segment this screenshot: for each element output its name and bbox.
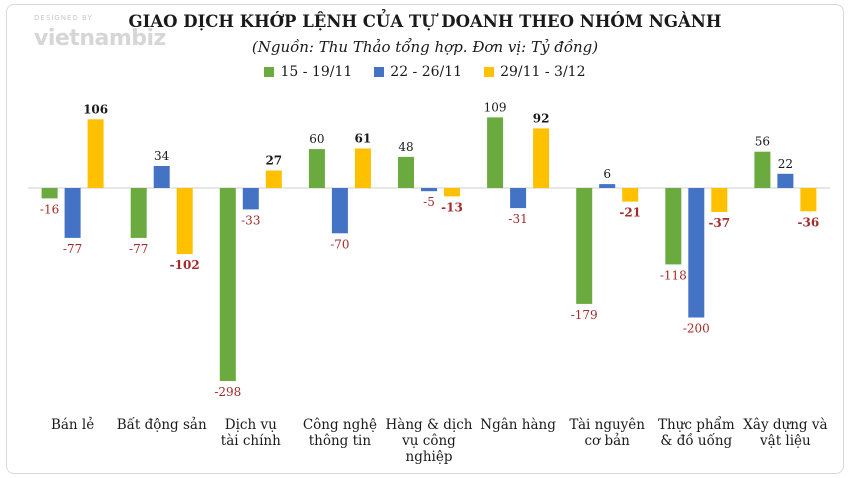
legend-label-series-2: 22 - 26/11 — [390, 64, 463, 80]
data-label-series-3-cat-1: 106 — [83, 102, 108, 116]
data-label-series-3-cat-9: -36 — [798, 215, 820, 229]
bar-series-3-cat-6 — [533, 128, 550, 188]
bar-series-2-cat-3 — [242, 188, 259, 210]
bar-series-3-cat-2 — [176, 188, 193, 255]
bar-series-2-cat-5 — [421, 188, 437, 192]
data-label-series-1-cat-4: 60 — [309, 132, 324, 146]
chart-title: GIAO DỊCH KHỚP LỆNH CỦA TỰ DOANH THEO NH… — [128, 12, 722, 31]
bar-series-1-cat-6 — [487, 117, 504, 188]
legend-swatch-series-3 — [484, 67, 495, 77]
data-label-series-3-cat-2: -102 — [170, 258, 200, 272]
data-label-series-3-cat-7: -21 — [619, 206, 641, 220]
bar-series-1-cat-9 — [754, 151, 771, 188]
bar-series-1-cat-3 — [219, 188, 236, 381]
category-label-2: Bất động sản — [116, 417, 207, 433]
data-label-series-1-cat-8: -118 — [660, 268, 687, 282]
data-label-series-1-cat-2: -77 — [129, 242, 148, 256]
data-label-series-3-cat-5: -13 — [441, 200, 463, 214]
vietnambiz-logo: DESIGNED BY vietnambiz — [18, 14, 168, 54]
legend-item-series-2: 22 - 26/11 — [374, 64, 462, 80]
data-label-series-2-cat-9: 22 — [778, 157, 793, 171]
bar-series-1-cat-8 — [665, 188, 682, 265]
legend-swatch-series-1 — [264, 67, 275, 77]
legend-label-series-1: 15 - 19/11 — [280, 64, 353, 80]
logo-tagline: DESIGNED BY — [34, 14, 93, 22]
data-label-series-1-cat-6: 109 — [484, 100, 507, 114]
legend-label-series-3: 29/11 - 3/12 — [500, 64, 586, 80]
data-label-series-2-cat-6: -31 — [508, 212, 527, 226]
data-label-series-2-cat-7: 6 — [603, 167, 611, 181]
data-label-series-3-cat-3: 27 — [265, 154, 282, 168]
data-label-series-3-cat-6: 92 — [533, 111, 550, 125]
chart-legend: 15 - 19/11 22 - 26/11 29/11 - 3/12 — [0, 64, 850, 80]
bar-series-2-cat-8 — [688, 188, 705, 318]
bar-series-1-cat-7 — [576, 188, 593, 304]
bar-series-3-cat-1 — [87, 119, 104, 188]
category-label-3: Dịch vụ tài chính — [220, 417, 281, 449]
bar-series-1-cat-4 — [308, 149, 325, 188]
bar-series-3-cat-4 — [354, 148, 371, 188]
data-label-series-1-cat-7: -179 — [571, 308, 598, 322]
bar-series-2-cat-6 — [510, 188, 527, 209]
category-label-6: Ngân hàng — [480, 417, 556, 433]
data-label-series-2-cat-8: -200 — [683, 322, 710, 336]
chart-subtitle: (Nguồn: Thu Thảo tổng hợp. Đơn vị: Tỷ đồ… — [251, 38, 599, 56]
bar-series-2-cat-9 — [777, 173, 794, 188]
data-label-series-2-cat-1: -77 — [63, 242, 82, 256]
bar-series-3-cat-9 — [800, 188, 817, 212]
bar-series-2-cat-7 — [599, 184, 616, 188]
bar-series-1-cat-2 — [130, 188, 147, 238]
chart-frame — [6, 4, 844, 474]
category-label-5: Hàng & dịch vụ công nghiệp — [385, 417, 473, 465]
bar-series-3-cat-3 — [265, 170, 282, 188]
data-label-series-1-cat-9: 56 — [755, 135, 770, 149]
logo-wordmark: vietnambiz — [34, 26, 166, 51]
bar-series-1-cat-5 — [398, 156, 414, 188]
bar-series-1-cat-1 — [41, 188, 58, 199]
category-label-9: Xây dựng và vật liệu — [743, 417, 828, 449]
bar-series-2-cat-1 — [64, 188, 81, 238]
data-label-series-2-cat-5: -5 — [423, 195, 435, 209]
data-label-series-3-cat-4: 61 — [355, 132, 372, 146]
bar-series-2-cat-4 — [331, 188, 348, 234]
bar-series-3-cat-8 — [711, 188, 728, 212]
category-label-8: Thực phẩm & đồ uống — [657, 417, 735, 449]
data-label-series-2-cat-4: -70 — [330, 237, 349, 251]
bar-series-2-cat-2 — [153, 166, 170, 188]
data-label-series-2-cat-3: -33 — [241, 213, 260, 227]
category-label-1: Bán lẻ — [50, 417, 95, 433]
category-label-7: Tài nguyên cơ bản — [569, 417, 645, 449]
data-label-series-3-cat-8: -37 — [708, 216, 730, 230]
legend-item-series-1: 15 - 19/11 — [264, 64, 352, 80]
bar-series-3-cat-7 — [622, 188, 639, 202]
data-label-series-1-cat-1: -16 — [40, 202, 59, 216]
category-label-4: Công nghệ thông tin — [302, 417, 377, 449]
legend-item-series-3: 29/11 - 3/12 — [484, 64, 586, 80]
data-label-series-2-cat-2: 34 — [154, 149, 170, 163]
legend-swatch-series-2 — [374, 67, 385, 77]
bar-series-3-cat-5 — [444, 188, 460, 197]
data-label-series-1-cat-3: -298 — [214, 385, 241, 399]
data-label-series-1-cat-5: 48 — [398, 140, 413, 154]
